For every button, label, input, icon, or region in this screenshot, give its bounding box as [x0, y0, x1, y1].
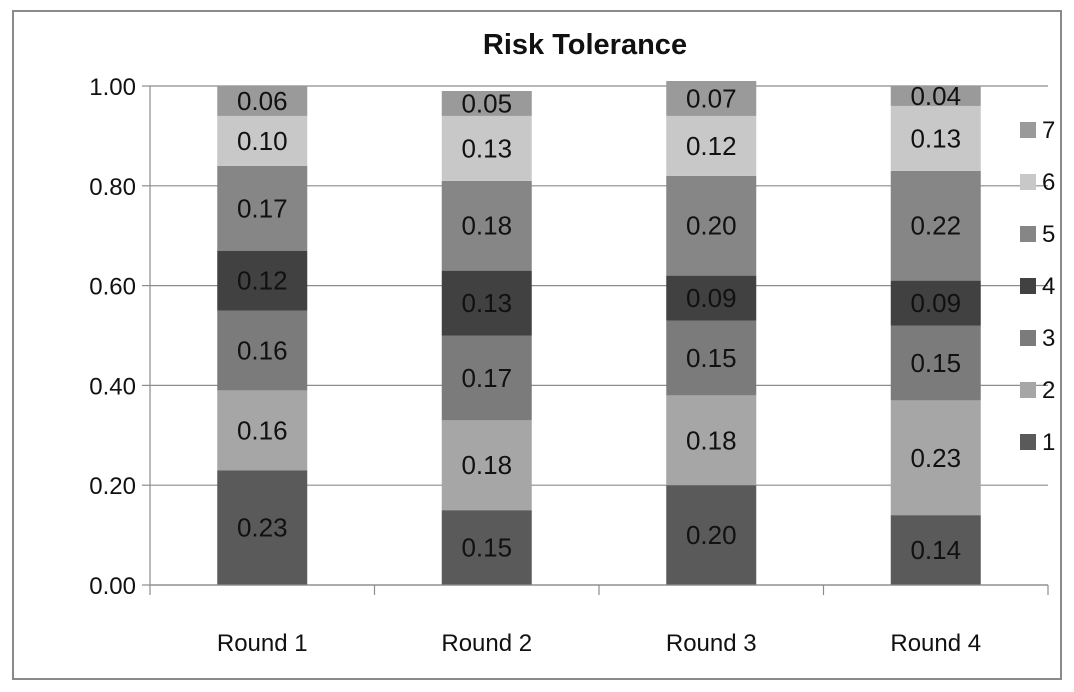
bar-segment-series-2	[217, 390, 308, 471]
data-label: 0.14	[910, 535, 961, 565]
x-category-label: Round 2	[441, 630, 532, 657]
bar-segment-series-3	[441, 335, 532, 421]
bar-segment-series-1	[890, 515, 981, 585]
legend-swatch	[1020, 330, 1036, 346]
axes: 0.00 0.20 0.40 0.60 0.80 1.00 Round 1 Round 2 Ro…	[89, 74, 1049, 657]
data-label: 0.15	[686, 343, 737, 373]
data-label: 0.17	[237, 193, 288, 223]
legend-swatch	[1020, 278, 1036, 294]
data-label: 0.18	[461, 211, 512, 241]
bar-segment-series-4	[890, 280, 981, 326]
y-tick-label: 0.40	[89, 373, 136, 400]
data-label: 0.18	[686, 425, 737, 455]
x-category-label: Round 3	[666, 630, 757, 657]
x-category-label: Round 4	[890, 630, 981, 657]
legend-swatch	[1020, 122, 1036, 138]
y-tick-label: 0.20	[89, 473, 136, 500]
data-label: 0.18	[461, 450, 512, 480]
bar-segment-series-3	[217, 310, 308, 391]
legend-swatch	[1020, 382, 1036, 398]
data-label: 0.12	[237, 266, 288, 296]
bar-segment-series-1	[666, 485, 757, 585]
data-label: 0.10	[237, 126, 288, 156]
data-label: 0.13	[461, 288, 512, 318]
legend: 7 6 5 4 3 2 1	[1020, 117, 1055, 456]
data-label: 0.23	[237, 513, 288, 543]
data-labels: 0.23 0.16 0.16 0.12 0.17 0.10 0.06 0.15 0.18 0.17…	[237, 81, 961, 565]
data-label: 0.13	[461, 133, 512, 163]
bar-segment-series-5	[666, 175, 757, 276]
y-tick-label: 0.00	[89, 573, 136, 600]
bar-segment-series-2	[890, 400, 981, 516]
bar-segment-series-1	[217, 470, 308, 585]
data-label: 0.07	[686, 83, 737, 113]
y-tick-label: 0.60	[89, 274, 136, 301]
data-label: 0.12	[686, 131, 737, 161]
data-label: 0.09	[910, 288, 961, 318]
data-label: 0.05	[461, 88, 512, 118]
bar-segment-series-5	[441, 180, 532, 271]
bar-segment-series-3	[890, 325, 981, 401]
bar-segment-series-7	[441, 90, 532, 116]
bar-segment-series-7	[890, 86, 981, 106]
chart-title: Risk Tolerance	[483, 29, 687, 61]
bar-segment-series-5	[217, 165, 308, 251]
y-tick-label: 1.00	[89, 74, 136, 101]
bar-segment-series-4	[666, 275, 757, 321]
data-label: 0.16	[237, 415, 288, 445]
legend-label: 1	[1042, 429, 1055, 456]
data-label: 0.06	[237, 86, 288, 116]
legend-swatch	[1020, 434, 1036, 450]
bar-segment-series-6	[890, 105, 981, 171]
data-label: 0.16	[237, 335, 288, 365]
legend-swatch	[1020, 226, 1036, 242]
data-label: 0.15	[461, 533, 512, 563]
chart-frame	[12, 10, 1062, 680]
bar-segment-series-6	[217, 115, 308, 166]
y-tick-label: 0.80	[89, 174, 136, 201]
bar-segment-series-6	[441, 115, 532, 181]
data-label: 0.17	[461, 363, 512, 393]
data-label: 0.04	[910, 81, 961, 111]
x-category-label: Round 1	[217, 630, 308, 657]
bar-segment-series-1	[441, 510, 532, 585]
data-label: 0.13	[910, 123, 961, 153]
bar-segment-series-4	[441, 270, 532, 336]
legend-label: 5	[1042, 221, 1055, 248]
bar-segment-series-7	[666, 81, 757, 116]
data-label: 0.22	[910, 211, 961, 241]
bar-segment-series-2	[666, 395, 757, 486]
legend-label: 2	[1042, 377, 1055, 404]
bar-segment-series-7	[217, 86, 308, 116]
legend-label: 4	[1042, 273, 1055, 300]
data-label: 0.09	[686, 283, 737, 313]
bar-segment-series-5	[890, 170, 981, 281]
bar-segments	[217, 81, 981, 585]
data-label: 0.15	[910, 348, 961, 378]
legend-swatch	[1020, 174, 1036, 190]
bar-segment-series-4	[217, 250, 308, 311]
data-label: 0.20	[686, 520, 737, 550]
bar-segment-series-3	[666, 320, 757, 396]
legend-label: 6	[1042, 169, 1055, 196]
bar-segment-series-2	[441, 420, 532, 511]
legend-label: 7	[1042, 117, 1055, 144]
data-label: 0.20	[686, 211, 737, 241]
bar-segment-series-6	[666, 115, 757, 176]
legend-label: 3	[1042, 325, 1055, 352]
data-label: 0.23	[910, 443, 961, 473]
